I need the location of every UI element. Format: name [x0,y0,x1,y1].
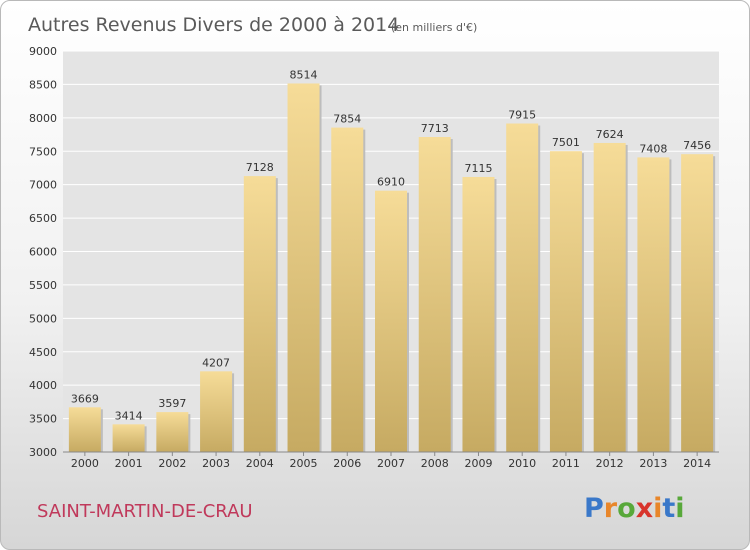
x-tick-label: 2006 [333,457,361,470]
value-label: 7713 [421,122,449,135]
y-tick-label: 5000 [29,312,57,325]
value-label: 7408 [639,142,667,155]
bar-2006 [331,127,364,452]
bar-2003 [200,371,233,452]
bar-2010 [506,123,539,453]
y-tick-label: 6000 [29,246,57,259]
bar-2002 [156,412,189,452]
value-label: 8514 [290,68,318,81]
value-label: 3669 [71,392,99,405]
logo-letter: o [617,493,636,524]
value-label: 7128 [246,161,274,174]
bar-2004 [243,176,276,452]
bar-2013 [637,157,670,452]
y-tick-label: 4500 [29,346,57,359]
x-tick-label: 2000 [71,457,99,470]
y-tick-label: 5500 [29,279,57,292]
x-tick-label: 2007 [377,457,405,470]
x-tick-label: 2003 [202,457,230,470]
logo-letter: t [662,493,675,524]
y-tick-label: 6500 [29,212,57,225]
bar-2000 [68,407,101,452]
value-label: 3414 [115,409,143,422]
x-tick-label: 2014 [683,457,711,470]
bar-2014 [681,154,714,452]
bar-2009 [462,176,495,452]
y-axis-ticks: 3000 3500 4000 4500 5000 5500 6000 6500 7000 7500… [29,45,57,459]
chart-title: Autres Revenus Divers de 2000 à 2014 [28,14,399,36]
value-label: 6910 [377,176,405,189]
y-tick-label: 4000 [29,379,57,392]
y-tick-label: 7500 [29,145,57,158]
logo-letter: i [675,493,684,524]
value-label: 7915 [508,109,536,122]
y-tick-label: 9000 [29,45,57,58]
logo-letter: i [653,493,662,524]
y-tick-label: 8500 [29,78,57,91]
logo-letter: P [584,493,604,524]
value-label: 3597 [158,397,186,410]
x-tick-label: 2009 [464,457,492,470]
logo-letter: x [636,493,653,524]
y-tick-label: 3000 [29,446,57,459]
bars [68,83,716,453]
proxiti-logo: Proxiti [584,493,685,524]
x-tick-label: 2008 [421,457,449,470]
x-tick-label: 2001 [115,457,143,470]
x-axis-ticks: 2000 2001 2002 2003 2004 2005 2006 2007 2008 2009… [71,452,711,470]
y-tick-label: 3500 [29,413,57,426]
bar-2001 [112,424,145,452]
y-tick-label: 7000 [29,179,57,192]
x-tick-label: 2005 [290,457,318,470]
value-label: 7115 [464,162,492,175]
y-tick-label: 8000 [29,112,57,125]
logo-letter: r [604,493,618,524]
commune-name: SAINT-MARTIN-DE-CRAU [37,501,253,522]
bar-2007 [375,190,407,452]
x-tick-label: 2011 [552,457,580,470]
x-tick-label: 2013 [639,457,667,470]
bar-2005 [287,83,320,452]
chart-subtitle: (en milliers d'€) [391,21,477,34]
bar-2012 [593,142,626,453]
value-label: 4207 [202,356,230,369]
x-tick-label: 2012 [596,457,624,470]
value-labels: 3669 3414 3597 4207 7128 8514 7854 6910 7713 7115… [71,68,711,422]
value-label: 7501 [552,136,580,149]
value-label: 7456 [683,139,711,152]
x-tick-label: 2002 [158,457,186,470]
bar-2011 [549,151,582,452]
x-tick-label: 2010 [508,457,536,470]
bar-2008 [418,137,451,452]
value-label: 7624 [596,128,624,141]
value-label: 7854 [333,113,361,126]
x-tick-label: 2004 [246,457,274,470]
